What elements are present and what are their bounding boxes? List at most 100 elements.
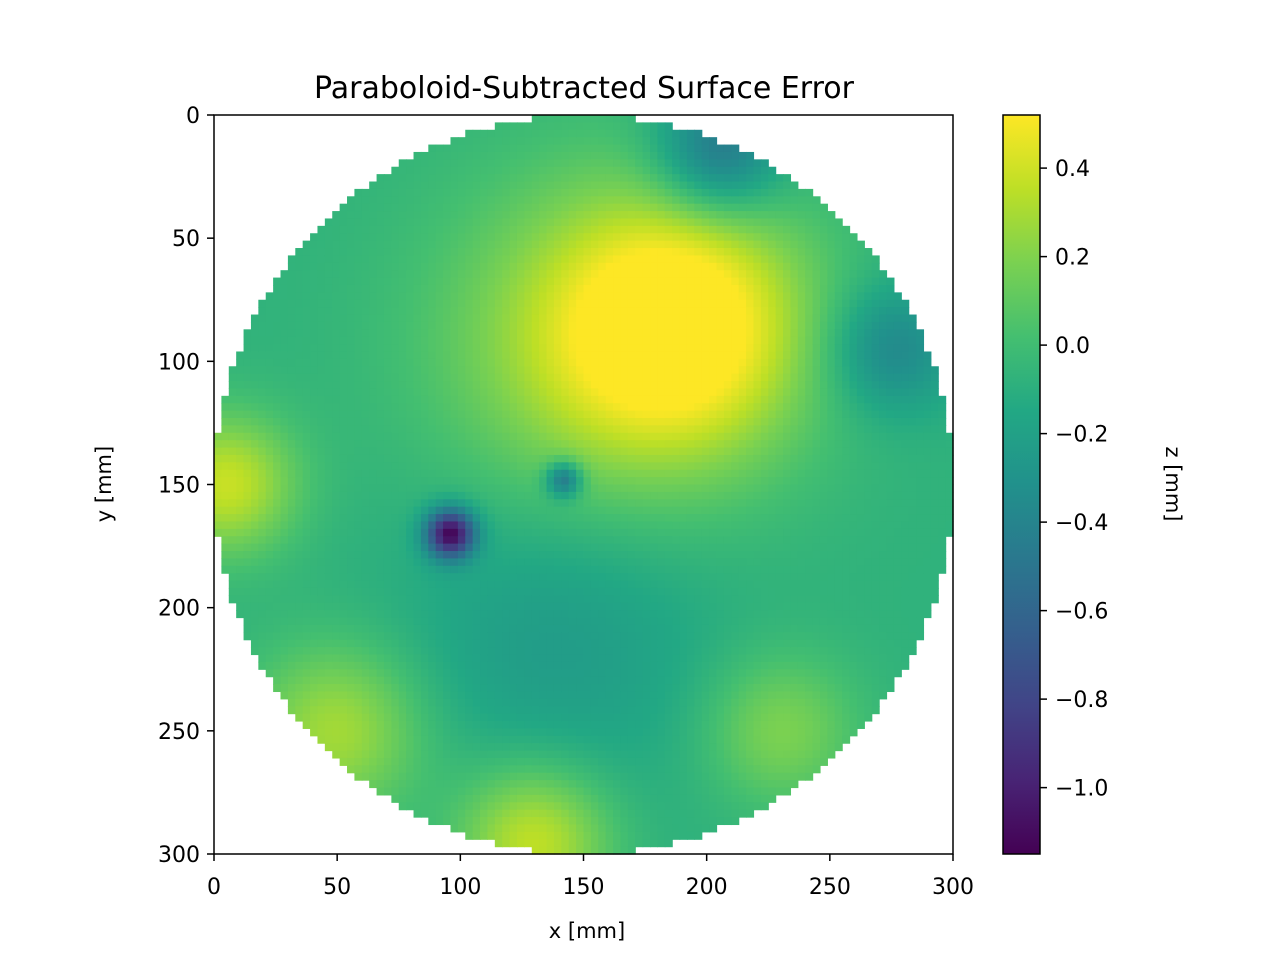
heatmap-cell: [280, 565, 289, 574]
heatmap-cell: [258, 632, 267, 641]
heatmap-cell: [428, 477, 437, 486]
heatmap-cell: [250, 506, 259, 515]
heatmap-cell: [531, 203, 540, 212]
heatmap-cell: [324, 255, 333, 264]
heatmap-cell: [465, 248, 474, 257]
heatmap-cell: [487, 373, 496, 382]
heatmap-cell: [302, 632, 311, 641]
heatmap-cell: [598, 144, 607, 153]
heatmap-cell: [273, 639, 282, 648]
heatmap-cell: [324, 528, 333, 537]
heatmap-cell: [531, 676, 540, 685]
heatmap-cell: [273, 676, 282, 685]
heatmap-cell: [332, 632, 341, 641]
heatmap-cell: [553, 580, 562, 589]
heatmap-cell: [650, 211, 658, 220]
heatmap-cell: [302, 499, 311, 508]
heatmap-cell: [280, 691, 289, 700]
heatmap-cell: [376, 506, 385, 515]
heatmap-cell: [553, 329, 562, 338]
heatmap-cell: [576, 558, 585, 567]
heatmap-cell: [413, 403, 422, 412]
heatmap-cell: [502, 639, 511, 648]
heatmap-cell: [487, 750, 496, 759]
heatmap-cell: [635, 181, 644, 190]
heatmap-cell: [502, 521, 511, 530]
heatmap-cell: [457, 366, 466, 375]
heatmap-cell: [480, 647, 489, 656]
heatmap-cell: [524, 573, 533, 582]
heatmap-cell: [620, 624, 629, 633]
heatmap-cell: [561, 196, 570, 205]
heatmap-cell: [376, 233, 385, 242]
heatmap-cell: [428, 698, 437, 707]
heatmap-cell: [398, 706, 407, 715]
heatmap-cell: [642, 809, 651, 818]
heatmap-cell: [583, 624, 592, 633]
heatmap-cell: [650, 491, 658, 500]
heatmap-cell: [568, 344, 577, 353]
heatmap-cell: [480, 610, 489, 619]
heatmap-cell: [450, 358, 459, 367]
heatmap-cell: [627, 706, 636, 715]
heatmap-cell: [620, 477, 629, 486]
heatmap-cell: [376, 706, 385, 715]
heatmap-cell: [250, 647, 259, 656]
heatmap-cell: [428, 447, 437, 456]
heatmap-cell: [443, 203, 452, 212]
heatmap-cell: [487, 765, 496, 774]
heatmap-cell: [650, 684, 658, 693]
heatmap-cell: [620, 839, 629, 848]
heatmap-cell: [310, 639, 319, 648]
heatmap-cell: [509, 706, 518, 715]
heatmap-cell: [509, 765, 518, 774]
heatmap-cell: [494, 654, 503, 663]
heatmap-cell: [598, 558, 607, 567]
heatmap-cell: [413, 218, 422, 227]
heatmap-cell: [420, 794, 429, 803]
heatmap-cell: [605, 624, 614, 633]
heatmap-cell: [435, 454, 444, 463]
heatmap-cell: [546, 491, 555, 500]
heatmap-cell: [524, 447, 533, 456]
heatmap-cell: [531, 432, 540, 441]
heatmap-cell: [354, 602, 363, 611]
heatmap-cell: [457, 137, 466, 146]
heatmap-cell: [509, 129, 518, 138]
heatmap-cell: [236, 469, 245, 478]
heatmap-cell: [642, 255, 651, 264]
heatmap-cell: [413, 284, 422, 293]
heatmap-cell: [642, 425, 651, 434]
heatmap-cell: [428, 321, 437, 330]
heatmap-cell: [524, 188, 533, 197]
heatmap-cell: [376, 654, 385, 663]
heatmap-cell: [635, 602, 644, 611]
heatmap-cell: [657, 543, 666, 552]
heatmap-cell: [613, 299, 622, 308]
heatmap-cell: [539, 344, 548, 353]
heatmap-cell: [531, 787, 540, 796]
heatmap-cell: [391, 661, 400, 670]
heatmap-cell: [480, 211, 489, 220]
heatmap-cell: [605, 277, 614, 286]
heatmap-cell: [406, 299, 415, 308]
heatmap-cell: [391, 329, 400, 338]
heatmap-cell: [642, 417, 651, 426]
heatmap-cell: [546, 292, 555, 301]
heatmap-cell: [509, 144, 518, 153]
heatmap-cell: [317, 469, 326, 478]
heatmap-cell: [502, 602, 511, 611]
heatmap-cell: [369, 321, 378, 330]
heatmap-cell: [494, 425, 503, 434]
heatmap-cell: [376, 765, 385, 774]
heatmap-cell: [613, 587, 622, 596]
heatmap-cell: [524, 137, 533, 146]
heatmap-cell: [590, 765, 599, 774]
heatmap-cell: [598, 824, 607, 833]
heatmap-cell: [553, 573, 562, 582]
heatmap-cell: [332, 536, 341, 545]
heatmap-cell: [243, 573, 252, 582]
heatmap-cell: [376, 270, 385, 279]
heatmap-cell: [413, 484, 422, 493]
heatmap-cell: [317, 573, 326, 582]
